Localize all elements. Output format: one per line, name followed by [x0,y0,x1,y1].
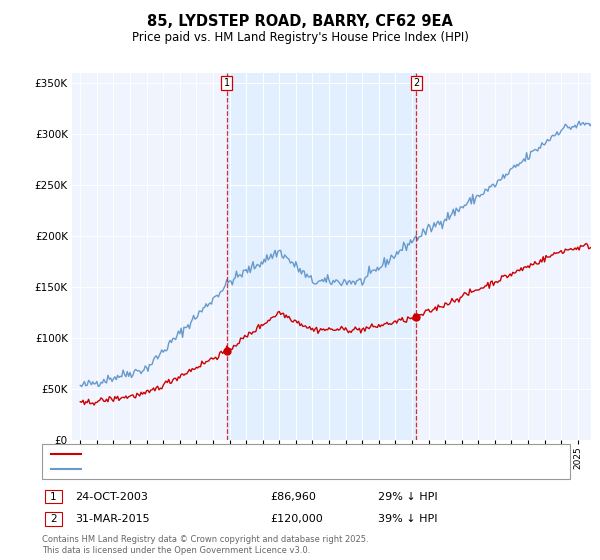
Text: 31-MAR-2015: 31-MAR-2015 [75,514,149,524]
Bar [227,73,416,440]
Text: Price paid vs. HM Land Registry's House Price Index (HPI): Price paid vs. HM Land Registry's House … [131,31,469,44]
Text: 1: 1 [50,492,57,502]
Text: 1: 1 [223,78,230,88]
Text: 2: 2 [413,78,419,88]
Text: 24-OCT-2003: 24-OCT-2003 [75,492,148,502]
Text: 39% ↓ HPI: 39% ↓ HPI [378,514,437,524]
Text: 29% ↓ HPI: 29% ↓ HPI [378,492,437,502]
Text: 85, LYDSTEP ROAD, BARRY, CF62 9EA (semi-detached house): 85, LYDSTEP ROAD, BARRY, CF62 9EA (semi-… [87,449,406,459]
Text: HPI: Average price, semi-detached house, Vale of Glamorgan: HPI: Average price, semi-detached house,… [87,464,405,474]
Text: £86,960: £86,960 [270,492,316,502]
Text: 85, LYDSTEP ROAD, BARRY, CF62 9EA: 85, LYDSTEP ROAD, BARRY, CF62 9EA [147,14,453,29]
Text: £120,000: £120,000 [270,514,323,524]
Text: 2: 2 [50,514,57,524]
Text: Contains HM Land Registry data © Crown copyright and database right 2025.
This d: Contains HM Land Registry data © Crown c… [42,535,368,555]
